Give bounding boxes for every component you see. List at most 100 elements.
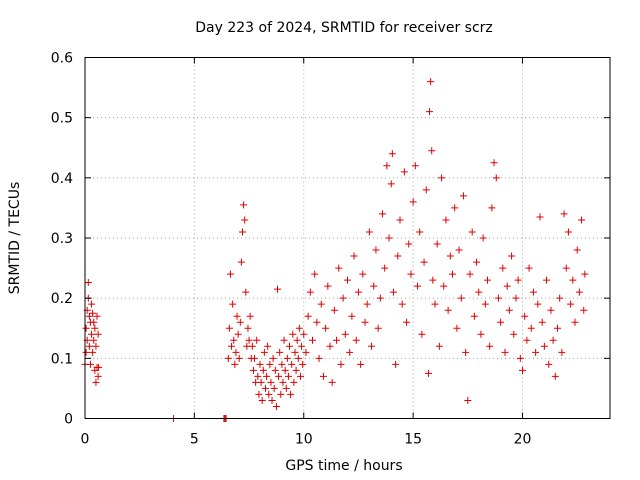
data-point — [516, 354, 524, 362]
data-point — [82, 324, 90, 332]
data-point — [426, 108, 434, 116]
data-point — [88, 330, 96, 338]
data-point — [551, 372, 559, 380]
data-point — [278, 360, 286, 368]
data-point — [255, 390, 263, 398]
data-point — [233, 312, 241, 320]
data-point — [276, 348, 284, 356]
data-point — [235, 354, 243, 362]
plot-frame — [84, 57, 611, 419]
data-point — [521, 312, 529, 320]
data-point — [281, 366, 289, 374]
data-point — [420, 258, 428, 266]
data-point — [240, 201, 248, 209]
data-point — [411, 162, 419, 170]
data-point — [571, 318, 579, 326]
data-point — [508, 252, 516, 260]
data-point — [275, 372, 283, 380]
data-point — [534, 300, 542, 308]
data-point — [322, 324, 330, 332]
data-point — [253, 336, 261, 344]
data-point — [263, 372, 271, 380]
y-tick-label: 0.4 — [51, 171, 73, 187]
data-point — [545, 360, 553, 368]
data-point — [257, 378, 265, 386]
data-point — [488, 204, 496, 212]
data-point — [532, 348, 540, 356]
x-tick-label: 5 — [190, 432, 199, 448]
data-point — [575, 288, 583, 296]
y-tick-label: 0.5 — [51, 111, 73, 127]
data-point — [372, 246, 380, 254]
data-point — [490, 159, 498, 167]
data-point — [339, 294, 347, 302]
data-point — [292, 366, 300, 374]
data-point — [260, 348, 268, 356]
data-point — [266, 360, 274, 368]
data-point — [344, 276, 351, 284]
data-point — [505, 306, 513, 314]
data-point — [274, 285, 281, 293]
data-point — [578, 216, 586, 224]
data-point — [300, 330, 308, 338]
data-point — [354, 288, 362, 296]
data-point — [225, 324, 233, 332]
data-point — [409, 198, 417, 206]
data-points — [81, 78, 589, 422]
data-point — [481, 300, 489, 308]
data-point — [536, 213, 544, 221]
data-point — [271, 366, 279, 374]
data-point — [328, 378, 336, 386]
data-point — [326, 342, 334, 350]
data-point — [309, 336, 316, 344]
data-point — [258, 396, 266, 404]
data-point — [256, 360, 264, 368]
data-point — [418, 330, 426, 338]
y-tick-label: 0.3 — [51, 231, 73, 247]
data-point — [94, 372, 102, 380]
data-point — [549, 336, 557, 344]
data-point — [315, 354, 323, 362]
data-point — [449, 270, 456, 278]
data-point — [400, 168, 408, 176]
data-point — [319, 372, 327, 380]
data-point — [294, 354, 302, 362]
data-point — [392, 360, 400, 368]
data-point — [492, 174, 500, 182]
data-point — [248, 342, 256, 350]
data-point — [538, 318, 546, 326]
data-point — [241, 216, 249, 224]
data-point — [405, 240, 413, 248]
data-point — [311, 270, 319, 278]
data-point — [306, 288, 314, 296]
data-point — [547, 306, 555, 314]
data-point — [265, 390, 273, 398]
data-point — [242, 288, 250, 296]
data-point — [387, 180, 395, 188]
data-point — [560, 210, 568, 218]
data-point — [84, 279, 92, 287]
data-point — [357, 360, 365, 368]
data-point — [89, 309, 97, 317]
data-point — [228, 342, 236, 350]
data-point — [330, 306, 338, 314]
data-point — [92, 378, 100, 386]
data-point — [383, 162, 391, 170]
grid-lines — [85, 57, 610, 419]
data-point — [475, 288, 483, 296]
data-point — [284, 372, 292, 380]
data-point — [337, 360, 345, 368]
y-tick-label: 0.1 — [51, 351, 73, 367]
data-point — [529, 288, 537, 296]
data-point — [293, 336, 301, 344]
data-point — [95, 363, 103, 371]
data-point — [466, 270, 474, 278]
data-point — [279, 378, 287, 386]
data-point — [554, 324, 561, 332]
data-point — [283, 354, 291, 362]
y-tick-label: 0.2 — [51, 291, 73, 307]
data-point — [324, 282, 332, 290]
data-point — [298, 342, 306, 350]
data-point — [523, 336, 531, 344]
